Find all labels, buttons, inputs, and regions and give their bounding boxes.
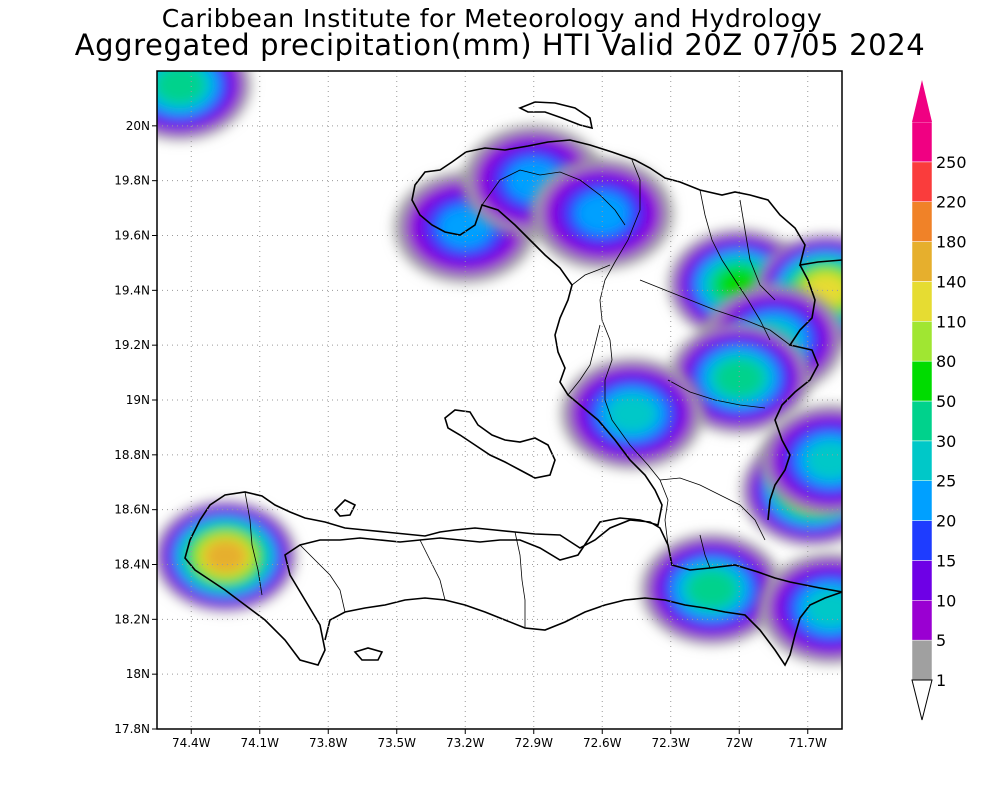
precip-cell bbox=[667, 322, 811, 434]
title-line-1: Caribbean Institute for Meteorology and … bbox=[161, 4, 823, 33]
dept-border-1 bbox=[481, 169, 626, 226]
colorbar-label: 140 bbox=[936, 272, 967, 291]
lon-tick-label: 72W bbox=[726, 736, 753, 750]
colorbar-top-arrow bbox=[912, 80, 932, 122]
colorbar-label: 25 bbox=[936, 472, 956, 491]
colorbar-swatch bbox=[911, 639, 933, 681]
lon-tick-label: 74.4W bbox=[172, 736, 211, 750]
dept-border-4 bbox=[299, 544, 346, 613]
axis-ticks: 20N 19.8N 19.6N 19.4N 19.2N 19N 18.8N 18.6N 18.4… bbox=[114, 119, 827, 750]
la-gonave-island bbox=[444, 409, 556, 479]
lon-tick-label: 73.8W bbox=[309, 736, 348, 750]
colorbar-swatch bbox=[911, 520, 933, 561]
colorbar-label: 20 bbox=[936, 512, 956, 531]
colorbar-label: 110 bbox=[936, 312, 967, 331]
colorbar-swatch bbox=[911, 201, 933, 242]
lon-tick-label: 73.5W bbox=[377, 736, 416, 750]
dept-border-3 bbox=[567, 324, 601, 396]
lat-tick-label: 20N bbox=[126, 119, 150, 133]
dept-border-8 bbox=[699, 189, 771, 341]
lat-tick-label: 19.8N bbox=[114, 174, 150, 188]
precip-contour bbox=[204, 539, 247, 573]
dept-border-5 bbox=[419, 539, 446, 601]
lat-tick-label: 18.6N bbox=[114, 503, 150, 517]
colorbar-label: 30 bbox=[936, 432, 956, 451]
precip-cell bbox=[157, 71, 252, 141]
colorbar-swatch bbox=[911, 560, 933, 601]
precip-contour bbox=[715, 359, 764, 397]
precip-cell bbox=[157, 500, 297, 613]
colorbar-label: 10 bbox=[936, 591, 956, 610]
lat-tick-label: 18.8N bbox=[114, 448, 150, 462]
colorbar-label: 1 bbox=[936, 671, 946, 690]
hispaniola-south-coast bbox=[324, 591, 842, 667]
east-coast bbox=[767, 264, 819, 521]
dept-border-9 bbox=[639, 279, 791, 346]
national-border bbox=[599, 159, 673, 566]
dept-border-6 bbox=[514, 531, 526, 628]
dept-border-7 bbox=[244, 491, 263, 596]
colorbar-swatch bbox=[911, 321, 933, 362]
lon-tick-label: 73.2W bbox=[446, 736, 485, 750]
map-frame bbox=[156, 70, 843, 730]
colorbar-swatch bbox=[911, 121, 933, 163]
graticule bbox=[157, 71, 842, 729]
precip-contour bbox=[438, 206, 493, 249]
colorbar-label: 15 bbox=[936, 551, 956, 570]
colorbar-swatch bbox=[911, 281, 933, 322]
colorbar-swatch bbox=[911, 161, 933, 202]
precip-cell bbox=[759, 552, 842, 665]
precip-cell bbox=[560, 357, 704, 470]
colorbar-swatch bbox=[911, 400, 933, 442]
title-line-2: Aggregated precipitation(mm) HTI Valid 2… bbox=[74, 28, 926, 62]
precipitation-layer bbox=[157, 71, 842, 665]
lon-tick-label: 74.1W bbox=[240, 736, 279, 750]
lat-tick-label: 17.8N bbox=[114, 722, 150, 736]
admin-borders bbox=[244, 159, 791, 628]
hispaniola-mainland-coast bbox=[184, 139, 842, 666]
precip-contour bbox=[606, 393, 658, 434]
colorbar-label: 5 bbox=[936, 631, 946, 650]
colorbar-bottom-arrow bbox=[911, 679, 933, 721]
lon-tick-label: 72.6W bbox=[583, 736, 622, 750]
colorbar-swatch bbox=[911, 360, 933, 402]
dept-border-13 bbox=[739, 199, 776, 301]
ile-a-vache-islet bbox=[353, 647, 384, 661]
precip-contour bbox=[157, 71, 204, 104]
dept-border-12 bbox=[699, 534, 711, 569]
lat-tick-label: 18.4N bbox=[114, 558, 150, 572]
colorbar-swatch bbox=[911, 600, 933, 641]
lat-tick-label: 18.2N bbox=[114, 612, 150, 626]
dept-border-2 bbox=[571, 264, 611, 286]
lon-tick-label: 72.9W bbox=[514, 736, 553, 750]
dept-border-11 bbox=[659, 477, 766, 541]
precip-cell bbox=[640, 533, 784, 645]
lat-tick-label: 19.2N bbox=[114, 338, 150, 352]
colorbar-label: 250 bbox=[936, 153, 967, 172]
lat-tick-label: 19.4N bbox=[114, 283, 150, 297]
precip-contour bbox=[805, 440, 842, 481]
colorbar-label: 220 bbox=[936, 193, 967, 212]
colorbar-label: 50 bbox=[936, 392, 956, 411]
lat-tick-label: 18N bbox=[126, 667, 150, 681]
colorbar-swatch bbox=[911, 480, 933, 521]
lon-tick-label: 71.7W bbox=[788, 736, 827, 750]
tortuga-island bbox=[518, 101, 594, 130]
lat-tick-label: 19N bbox=[126, 393, 150, 407]
colorbar-swatch bbox=[911, 440, 933, 481]
colorbar-label: 80 bbox=[936, 352, 956, 371]
lon-tick-label: 72.3W bbox=[651, 736, 690, 750]
colorbar-swatch bbox=[911, 241, 933, 282]
precip-cell bbox=[759, 404, 842, 517]
precip-contour bbox=[575, 192, 630, 235]
precip-contour bbox=[687, 570, 736, 608]
lat-tick-label: 19.6N bbox=[114, 229, 150, 243]
colorbar-label: 180 bbox=[936, 233, 967, 252]
precip-contour bbox=[805, 588, 842, 629]
precip-cell bbox=[530, 157, 674, 270]
dept-border-10 bbox=[667, 379, 766, 409]
